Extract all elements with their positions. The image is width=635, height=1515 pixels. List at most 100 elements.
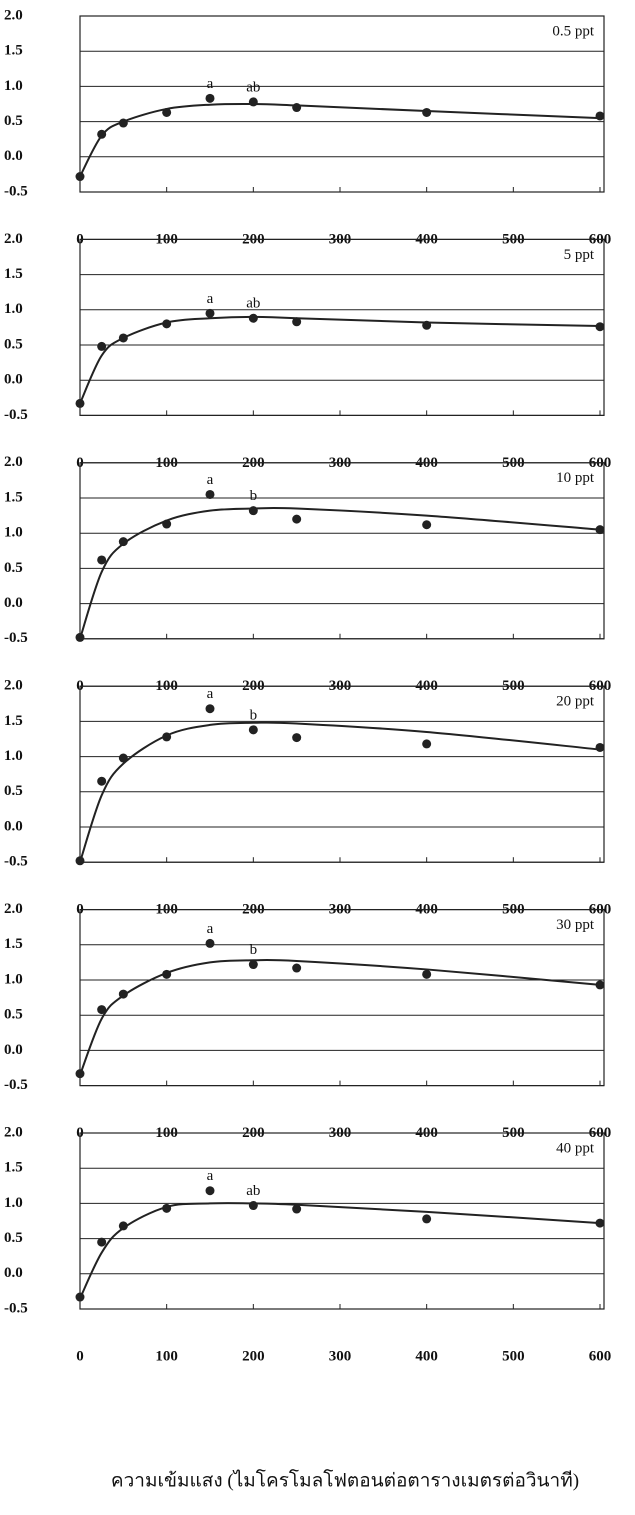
panel-title: 20 ppt <box>556 694 595 710</box>
annotation: ab <box>246 296 260 312</box>
data-point <box>97 555 107 565</box>
y-tick-label: -0.5 <box>4 854 28 870</box>
annotation: a <box>207 921 214 937</box>
data-point <box>595 742 605 752</box>
annotation: a <box>207 1168 214 1184</box>
data-point <box>422 739 432 749</box>
data-point <box>118 753 128 763</box>
y-tick-label: 1.0 <box>4 301 23 317</box>
data-point <box>422 969 432 979</box>
x-tick-label: 300 <box>329 1348 352 1364</box>
fit-curve <box>79 315 601 404</box>
plot-frame <box>79 462 605 640</box>
y-tick-label: -0.5 <box>4 1077 28 1093</box>
y-tick-label: -0.5 <box>4 1300 28 1316</box>
y-tick-label: 1.0 <box>4 748 23 764</box>
panel-title: 10 ppt <box>556 470 595 486</box>
data-point <box>422 107 432 117</box>
y-tick-label: 0.0 <box>4 595 23 611</box>
fit-curve <box>79 1202 601 1299</box>
data-point <box>205 489 215 499</box>
y-tick-label: 2.0 <box>4 678 23 694</box>
fit-curve <box>79 721 601 863</box>
data-point <box>595 322 605 332</box>
y-tick-label: 2.0 <box>4 1124 23 1140</box>
y-tick-label: 1.5 <box>4 266 23 282</box>
y-tick-label: 0.0 <box>4 148 23 164</box>
data-point <box>292 1204 302 1214</box>
annotation: b <box>250 488 258 504</box>
x-tick-label: 0 <box>76 1348 84 1364</box>
y-tick-label: 1.5 <box>4 43 23 59</box>
y-tick-label: 0.5 <box>4 560 23 576</box>
data-point <box>97 1005 107 1015</box>
plot-frame <box>79 238 605 416</box>
y-tick-label: 1.5 <box>4 1160 23 1176</box>
data-point <box>205 308 215 318</box>
y-tick-label: 1.0 <box>4 971 23 987</box>
data-point <box>248 313 258 323</box>
y-tick-label: 1.0 <box>4 525 23 541</box>
plot-frame <box>79 15 605 193</box>
data-point <box>118 1221 128 1231</box>
data-point <box>205 1186 215 1196</box>
y-tick-label: 0.5 <box>4 1007 23 1023</box>
panel-title: 40 ppt <box>556 1140 595 1156</box>
annotation: b <box>250 707 258 723</box>
y-tick-label: 0.5 <box>4 1230 23 1246</box>
y-tick-label: 1.5 <box>4 489 23 505</box>
annotation: a <box>207 291 214 307</box>
x-axis-label: ความเข้มแสง (ไมโครโมลโฟตอนต่อตารางเมตรต่… <box>111 1468 579 1491</box>
y-tick-label: 1.5 <box>4 713 23 729</box>
data-point <box>422 520 432 530</box>
panel-title: 5 ppt <box>564 247 595 263</box>
y-tick-label: -0.5 <box>4 630 28 646</box>
data-point <box>97 341 107 351</box>
plot-frame <box>79 685 605 863</box>
data-point <box>118 537 128 547</box>
panel-title: 0.5 ppt <box>552 23 595 39</box>
data-point <box>292 514 302 524</box>
x-tick-label: 400 <box>415 1348 438 1364</box>
y-tick-label: 0.0 <box>4 1042 23 1058</box>
x-tick-label: 600 <box>589 1348 612 1364</box>
data-point <box>292 733 302 743</box>
y-tick-label: 0.5 <box>4 336 23 352</box>
data-point <box>248 725 258 735</box>
fit-curve <box>79 506 601 640</box>
annotation: a <box>207 686 214 702</box>
data-point <box>292 963 302 973</box>
y-tick-label: 2.0 <box>4 231 23 247</box>
y-tick-label: 0.5 <box>4 783 23 799</box>
y-tick-label: 1.0 <box>4 1195 23 1211</box>
y-tick-label: 0.0 <box>4 1265 23 1281</box>
y-tick-label: 0.0 <box>4 818 23 834</box>
y-tick-label: 2.0 <box>4 901 23 917</box>
y-tick-label: 1.0 <box>4 78 23 94</box>
x-tick-label: 500 <box>502 1348 525 1364</box>
data-point <box>248 97 258 107</box>
panel-title: 30 ppt <box>556 917 595 933</box>
plot-frame <box>79 908 605 1087</box>
data-point <box>422 1214 432 1224</box>
data-point <box>205 93 215 103</box>
y-tick-label: -0.5 <box>4 183 28 199</box>
data-point <box>205 938 215 948</box>
y-tick-label: -0.5 <box>4 407 28 423</box>
x-tick-label: 100 <box>155 1348 178 1364</box>
plot-frame <box>79 1132 605 1310</box>
y-tick-label: 1.5 <box>4 936 23 952</box>
fit-curve <box>79 102 601 177</box>
data-point <box>248 960 258 970</box>
data-point <box>97 1237 107 1247</box>
fit-curve <box>79 958 601 1076</box>
x-tick-label: 200 <box>242 1348 265 1364</box>
annotation: a <box>207 472 214 488</box>
y-tick-label: 2.0 <box>4 7 23 23</box>
y-tick-label: 0.5 <box>4 113 23 129</box>
data-point <box>97 776 107 786</box>
annotation: a <box>207 76 214 92</box>
annotation: ab <box>246 1183 260 1199</box>
y-tick-label: 2.0 <box>4 454 23 470</box>
